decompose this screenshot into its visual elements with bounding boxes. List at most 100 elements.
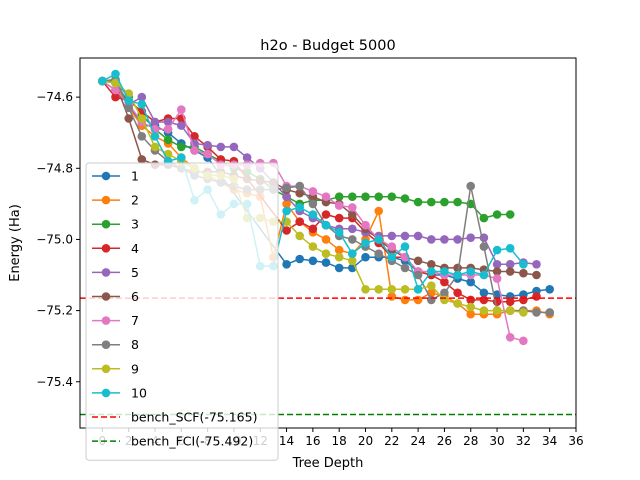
data-point xyxy=(308,187,318,196)
data-point xyxy=(479,242,489,251)
data-point xyxy=(519,295,528,305)
data-point xyxy=(150,132,160,141)
legend-label: 6 xyxy=(131,289,139,304)
data-point xyxy=(545,285,554,294)
data-point xyxy=(413,295,423,305)
legend-entry: 4 xyxy=(92,241,139,256)
data-point xyxy=(361,220,370,230)
data-point xyxy=(348,256,357,266)
data-point xyxy=(519,260,528,269)
data-point xyxy=(413,256,423,266)
legend-label: bench_SCF(-75.165) xyxy=(131,410,257,425)
data-point xyxy=(505,306,515,315)
data-point xyxy=(321,210,331,219)
data-point xyxy=(440,277,449,287)
legend-entry: bench_FCI(-75.492) xyxy=(92,434,253,449)
x-tick-label: 18 xyxy=(332,434,347,448)
data-point xyxy=(295,217,305,226)
data-point xyxy=(348,235,357,244)
data-point xyxy=(137,155,147,164)
data-point xyxy=(387,231,397,241)
data-point xyxy=(519,268,528,278)
plot-frame xyxy=(79,57,577,429)
data-point xyxy=(440,295,449,305)
data-point xyxy=(374,285,384,294)
legend-label: bench_FCI(-75.492) xyxy=(131,434,253,449)
data-point xyxy=(413,197,423,207)
legend-label: 1 xyxy=(131,169,139,184)
data-point xyxy=(479,213,489,223)
data-point xyxy=(137,100,147,109)
legend-label: 8 xyxy=(131,337,139,352)
data-point xyxy=(427,235,436,244)
legend-marker xyxy=(101,195,111,205)
data-point xyxy=(519,308,528,317)
data-point xyxy=(440,197,449,207)
x-tick-label: 28 xyxy=(463,434,478,448)
chart-title: h2o - Budget 5000 xyxy=(260,38,395,54)
data-point xyxy=(177,142,186,152)
legend-label: 4 xyxy=(131,241,139,256)
data-point xyxy=(163,124,173,134)
data-point xyxy=(492,306,502,315)
legend-entry: 6 xyxy=(92,289,139,304)
data-point xyxy=(479,288,489,298)
data-point xyxy=(295,181,305,191)
data-point xyxy=(479,306,489,315)
data-point xyxy=(505,260,515,269)
data-point xyxy=(427,281,436,291)
data-point xyxy=(413,231,423,241)
data-point xyxy=(361,252,370,262)
data-point xyxy=(111,85,120,95)
data-point xyxy=(282,226,291,235)
data-point xyxy=(361,192,370,201)
data-point xyxy=(427,295,436,305)
data-point xyxy=(111,92,120,102)
data-point xyxy=(334,192,344,201)
legend-marker xyxy=(101,219,111,229)
data-point xyxy=(282,206,291,216)
data-point xyxy=(361,285,370,294)
data-point xyxy=(466,302,476,312)
data-point xyxy=(190,146,199,155)
data-point xyxy=(505,244,515,253)
data-point xyxy=(505,210,515,219)
data-point xyxy=(163,135,173,145)
data-point xyxy=(505,267,515,276)
data-point xyxy=(440,288,449,298)
data-point xyxy=(361,238,370,248)
legend-label: 3 xyxy=(131,217,139,232)
data-point xyxy=(492,210,502,219)
data-point xyxy=(440,267,449,276)
legend-entry: 3 xyxy=(92,217,139,232)
data-point xyxy=(124,96,133,105)
data-point xyxy=(334,228,344,237)
data-point xyxy=(150,117,160,127)
legend: 1 2 3 4 5 6 7 8 9 10 bench_SCF(-75.165) bench_FCI(-… xyxy=(85,162,279,461)
x-tick-label: 24 xyxy=(410,434,425,448)
data-point xyxy=(334,201,344,210)
x-tick-label: 32 xyxy=(516,434,531,448)
data-point xyxy=(334,263,344,273)
legend-marker xyxy=(101,292,111,301)
data-point xyxy=(466,277,476,287)
legend-box xyxy=(85,162,279,461)
data-point xyxy=(387,192,397,201)
y-axis: −74.6 −74.8 −75.0 −75.2 −75.4 xyxy=(36,90,80,389)
x-tick-label: 14 xyxy=(279,434,294,448)
data-point xyxy=(308,199,318,209)
data-point xyxy=(334,252,344,262)
x-tick-label: 20 xyxy=(358,434,373,448)
data-point xyxy=(505,297,515,307)
x-tick-label: 36 xyxy=(568,434,583,448)
data-point xyxy=(466,233,476,242)
data-point xyxy=(295,188,305,198)
data-point xyxy=(466,181,476,191)
data-point xyxy=(492,267,502,276)
legend-label: 9 xyxy=(131,361,139,376)
y-axis-label: Energy (Ha) xyxy=(8,204,23,282)
data-point xyxy=(334,213,344,223)
data-point xyxy=(295,203,305,212)
data-point xyxy=(177,121,186,130)
